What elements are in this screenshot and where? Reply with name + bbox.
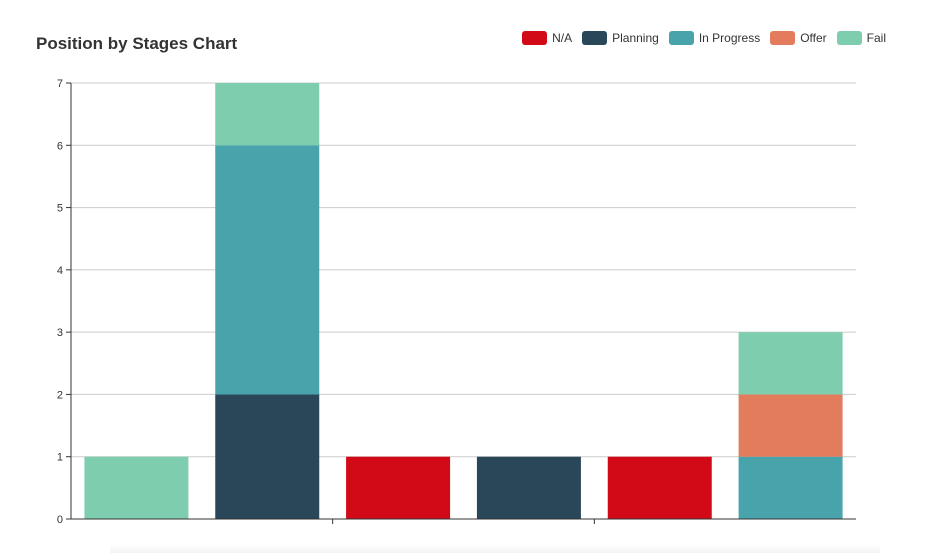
legend-label-in-progress: In Progress — [698, 31, 761, 45]
legend-item-offer[interactable]: Offer — [770, 31, 827, 45]
legend-swatch-na — [522, 31, 548, 45]
chart-legend: N/A Planning In Progress Offer Fail — [522, 31, 886, 45]
bar-2-in-progress — [215, 145, 320, 395]
y-tick-label-1: 1 — [57, 452, 63, 464]
legend-item-na[interactable]: N/A — [522, 31, 572, 45]
y-tick-label-0: 0 — [57, 514, 63, 526]
legend-swatch-in-progress — [668, 31, 694, 45]
bar-6-in-progress — [738, 456, 843, 519]
legend-swatch-planning — [582, 31, 608, 45]
bar-6-offer — [738, 394, 843, 457]
bar-2-planning — [215, 394, 320, 519]
y-tick-label-2: 2 — [57, 389, 63, 401]
legend-label-offer: Offer — [800, 31, 827, 45]
y-tick-label-5: 5 — [57, 203, 63, 215]
legend-item-planning[interactable]: Planning — [582, 31, 659, 45]
legend-item-fail[interactable]: Fail — [836, 31, 886, 45]
legend-swatch-fail — [836, 31, 862, 45]
bar-1-fail — [84, 456, 189, 519]
bar-6-fail — [738, 332, 843, 395]
y-tick-label-6: 6 — [57, 140, 63, 152]
y-tick-label-3: 3 — [57, 327, 63, 339]
bar-5-n-a — [607, 456, 712, 519]
chart-title: Position by Stages Chart — [36, 34, 238, 53]
legend-label-fail: Fail — [866, 31, 886, 45]
y-tick-label-7: 7 — [57, 78, 63, 90]
legend-label-na: N/A — [552, 31, 573, 45]
chart-footer-shadow — [110, 545, 880, 553]
legend-swatch-offer — [770, 31, 796, 45]
bar-3-n-a — [346, 456, 451, 519]
legend-label-planning: Planning — [612, 31, 659, 45]
y-tick-label-4: 4 — [57, 265, 63, 277]
legend-item-in-progress[interactable]: In Progress — [668, 31, 761, 45]
bar-4-planning — [476, 456, 581, 519]
bar-2-fail — [215, 83, 320, 146]
